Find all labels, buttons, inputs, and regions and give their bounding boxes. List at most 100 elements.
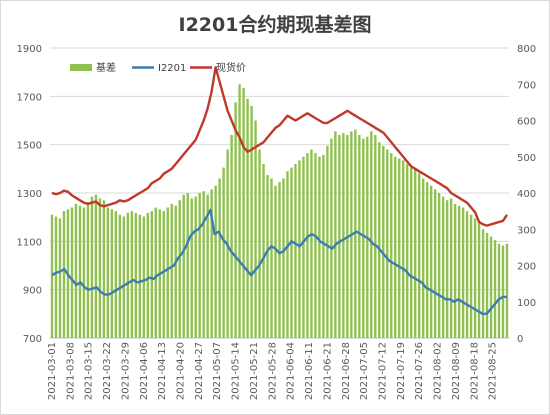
basis-bar xyxy=(214,185,217,338)
y-right-tick-label: 0 xyxy=(517,334,523,345)
basis-bar xyxy=(130,211,134,338)
basis-bar xyxy=(82,207,86,338)
basis-bar xyxy=(74,203,78,338)
basis-bar xyxy=(485,232,489,338)
basis-bar xyxy=(174,205,177,338)
basis-bar xyxy=(58,218,62,338)
x-tick-label: 2021-05-14 xyxy=(231,342,242,400)
basis-bar xyxy=(258,149,261,338)
basis-bar xyxy=(394,156,397,338)
basis-bar xyxy=(437,193,441,338)
basis-bar xyxy=(274,185,277,338)
y-left-tick-label: 700 xyxy=(23,334,42,345)
basis-bar xyxy=(461,207,465,338)
basis-bar xyxy=(154,207,157,338)
basis-bar xyxy=(410,167,413,338)
basis-bar xyxy=(477,222,481,338)
x-tick-label: 2021-04-27 xyxy=(194,342,205,400)
basis-bar xyxy=(473,218,477,338)
y-left-tick-label: 1900 xyxy=(17,44,42,55)
basis-bar xyxy=(218,178,221,338)
basis-bar xyxy=(182,194,185,338)
basis-bar xyxy=(358,135,361,338)
x-tick-label: 2021-07-05 xyxy=(359,342,370,400)
chart-title: I2201合约期现基差图 xyxy=(178,14,372,36)
y-right-tick-label: 100 xyxy=(517,298,536,309)
y-right-tick-label: 300 xyxy=(517,225,536,236)
basis-bar xyxy=(278,182,281,338)
x-tick-label: 2021-08-25 xyxy=(488,342,499,400)
basis-bar xyxy=(433,189,437,338)
basis-bar xyxy=(497,243,501,338)
basis-bar xyxy=(310,149,313,338)
basis-bar xyxy=(417,173,421,338)
basis-bar xyxy=(421,178,425,338)
x-tick-label: 2021-03-15 xyxy=(84,342,95,400)
basis-bar xyxy=(282,178,285,338)
basis-bar xyxy=(266,174,269,338)
x-tick-label: 2021-03-29 xyxy=(120,342,131,400)
x-tick-label: 2021-08-18 xyxy=(469,342,480,400)
x-tick-label: 2021-08-09 xyxy=(451,342,462,400)
basis-bar xyxy=(489,236,493,338)
x-tick-label: 2021-07-19 xyxy=(396,342,407,400)
basis-bar xyxy=(449,198,453,338)
basis-bar xyxy=(246,98,249,338)
basis-bar xyxy=(334,131,337,338)
y-left-tick-label: 1500 xyxy=(17,141,42,152)
basis-bar xyxy=(162,211,165,338)
basis-bar xyxy=(198,193,201,338)
basis-bar xyxy=(150,211,153,338)
basis-bar xyxy=(262,164,265,338)
basis-bar xyxy=(70,207,74,338)
y-left-tick-label: 1100 xyxy=(17,237,42,248)
basis-bar xyxy=(166,207,169,338)
basis-bar xyxy=(453,203,457,338)
y-left-tick-label: 900 xyxy=(23,286,42,297)
basis-bar xyxy=(322,154,325,338)
basis-bar xyxy=(465,211,469,338)
x-tick-label: 2021-07-12 xyxy=(377,342,388,400)
basis-bar xyxy=(54,216,58,338)
y-right-tick-label: 600 xyxy=(517,117,536,128)
basis-bar xyxy=(457,205,461,338)
x-tick-label: 2021-04-20 xyxy=(176,342,187,400)
x-tick-label: 2021-08-02 xyxy=(433,342,444,400)
basis-bar xyxy=(98,198,102,338)
basis-bar xyxy=(306,153,309,338)
basis-bar xyxy=(402,160,405,338)
basis-bar xyxy=(210,189,213,338)
legend-swatch-basis xyxy=(70,64,92,71)
basis-bar xyxy=(505,243,509,338)
y-right-tick-label: 200 xyxy=(517,262,536,273)
basis-bar xyxy=(445,200,449,338)
basis-bar xyxy=(370,131,373,338)
basis-bar xyxy=(414,169,417,338)
x-tick-label: 2021-06-04 xyxy=(286,342,297,400)
x-tick-label: 2021-04-06 xyxy=(139,342,150,400)
legend-label: 现货价 xyxy=(216,61,246,74)
basis-bar xyxy=(78,205,82,338)
y-left-tick-label: 1700 xyxy=(17,92,42,103)
basis-bar xyxy=(190,198,193,338)
basis-bar xyxy=(146,212,149,338)
basis-bar xyxy=(138,214,142,338)
basis-bar xyxy=(134,212,138,338)
basis-bar xyxy=(386,149,389,338)
basis-bar xyxy=(102,200,106,338)
basis-bar xyxy=(238,84,241,338)
y-right-tick-label: 400 xyxy=(517,189,536,200)
basis-bar xyxy=(390,153,393,338)
basis-bar xyxy=(298,160,301,338)
basis-bar xyxy=(50,214,54,338)
basis-bar xyxy=(362,138,365,338)
basis-bar xyxy=(242,87,245,338)
basis-bar xyxy=(250,106,253,338)
basis-bar xyxy=(338,135,341,338)
legend-label: I2201 xyxy=(158,63,186,74)
legend-label: 基差 xyxy=(96,61,116,74)
basis-bar xyxy=(86,202,90,338)
y-right-tick-label: 800 xyxy=(517,44,536,55)
basis-bar xyxy=(90,196,94,338)
